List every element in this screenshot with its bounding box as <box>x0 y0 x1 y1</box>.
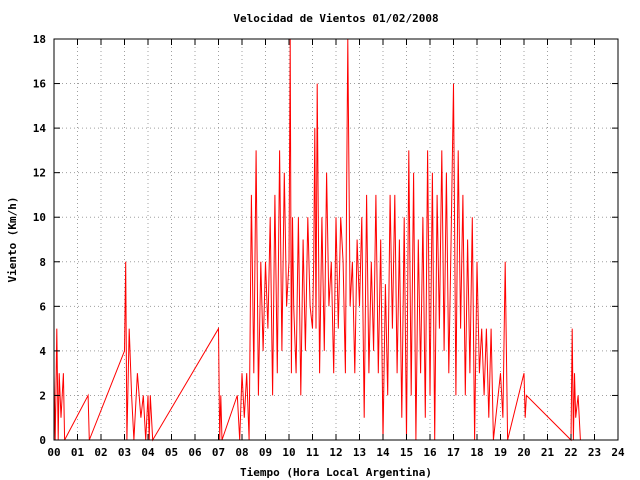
x-tick-label: 15 <box>400 446 413 459</box>
x-tick-label: 01 <box>71 446 85 459</box>
x-tick-label: 09 <box>259 446 272 459</box>
x-tick-label: 07 <box>212 446 225 459</box>
x-tick-label: 02 <box>94 446 107 459</box>
y-tick-label: 16 <box>33 78 47 91</box>
x-tick-label: 17 <box>447 446 460 459</box>
chart-title: Velocidad de Vientos 01/02/2008 <box>233 12 438 25</box>
y-tick-label: 6 <box>39 300 46 313</box>
ticks <box>53 38 619 441</box>
y-tick-label: 12 <box>33 167 46 180</box>
x-tick-label: 19 <box>494 446 507 459</box>
x-tick-label: 00 <box>47 446 60 459</box>
x-tick-label: 06 <box>188 446 202 459</box>
x-tick-label: 14 <box>376 446 390 459</box>
x-tick-label: 20 <box>517 446 530 459</box>
y-tick-label: 0 <box>39 434 46 447</box>
x-tick-label: 16 <box>423 446 437 459</box>
x-tick-label: 22 <box>564 446 577 459</box>
x-tick-label: 12 <box>329 446 342 459</box>
series-line <box>53 38 581 442</box>
x-tick-label: 03 <box>118 446 131 459</box>
y-tick-label: 2 <box>39 389 46 402</box>
tick-labels: 00 01 02 03 04 05 06 07 08 09 10 11 12 13 14 15 16 17 18 19… <box>33 33 625 459</box>
y-tick-label: 4 <box>39 345 46 358</box>
x-tick-label: 04 <box>141 446 155 459</box>
x-tick-label: 08 <box>235 446 248 459</box>
x-tick-label: 05 <box>165 446 178 459</box>
x-tick-label: 18 <box>470 446 483 459</box>
y-tick-label: 10 <box>33 211 46 224</box>
x-tick-label: 21 <box>541 446 555 459</box>
x-tick-label: 23 <box>588 446 601 459</box>
x-tick-label: 10 <box>282 446 295 459</box>
y-tick-label: 8 <box>39 256 46 269</box>
x-tick-label: 24 <box>611 446 625 459</box>
x-tick-label: 13 <box>353 446 366 459</box>
y-axis-label: Viento (Km/h) <box>6 196 19 282</box>
series-layer <box>53 38 581 442</box>
x-axis-label: Tiempo (Hora Local Argentina) <box>240 466 432 479</box>
x-tick-label: 11 <box>306 446 320 459</box>
y-tick-label: 18 <box>33 33 46 46</box>
y-tick-label: 14 <box>33 122 47 135</box>
